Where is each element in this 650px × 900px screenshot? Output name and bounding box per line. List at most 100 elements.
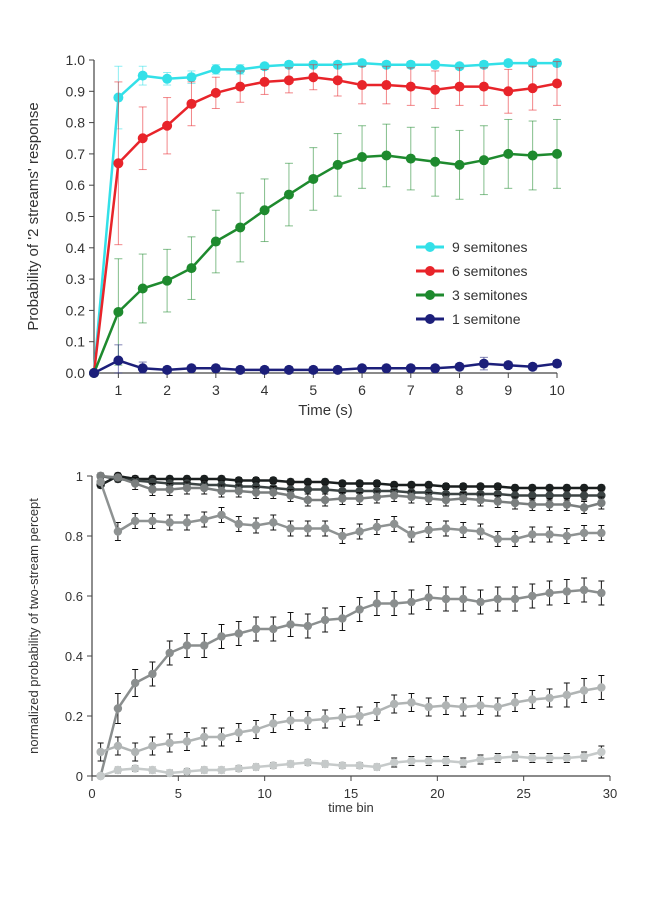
data-point [308, 173, 319, 184]
y-tick-label: 0.5 [66, 209, 86, 225]
data-point [503, 58, 514, 69]
data-point [210, 87, 221, 98]
data-point [210, 64, 221, 75]
data-point [259, 76, 270, 87]
data-point [148, 485, 157, 494]
data-point [210, 236, 221, 247]
data-point [528, 500, 537, 509]
data-point [424, 593, 433, 602]
data-point [113, 306, 124, 317]
data-point [407, 480, 416, 490]
data-point [113, 473, 123, 482]
y-tick-label: 0.6 [66, 177, 86, 193]
data-point [338, 614, 347, 623]
data-point [493, 534, 502, 544]
x-tick-label: 8 [456, 382, 464, 398]
data-point [217, 510, 226, 520]
data-point [165, 518, 174, 527]
data-point [459, 758, 468, 767]
legend-label: 1 semitone [452, 311, 521, 327]
data-point [527, 150, 538, 161]
data-point [130, 678, 140, 688]
data-point [527, 83, 538, 94]
data-point [441, 756, 451, 766]
x-tick-label: 10 [257, 786, 271, 801]
data-point [454, 61, 465, 72]
data-point [493, 702, 502, 712]
series-line [100, 474, 602, 490]
series-line [99, 588, 602, 777]
data-point [545, 588, 554, 598]
data-point [182, 737, 192, 746]
data-point [562, 587, 572, 596]
data-point [200, 483, 209, 493]
data-point [405, 59, 416, 70]
data-point [355, 486, 364, 496]
x-tick-label: 4 [261, 382, 269, 398]
y-tick-label: 1.0 [66, 52, 86, 68]
data-point [259, 61, 270, 72]
data-point [130, 747, 140, 757]
y-tick-label: 1 [76, 469, 83, 484]
data-point [562, 531, 572, 541]
data-point [424, 494, 433, 503]
y-tick-label: 0.1 [66, 334, 86, 350]
data-point [476, 701, 485, 710]
legend: 9 semitones 6 semitones 3 semitones 1 semit… [416, 239, 527, 327]
data-point [424, 702, 433, 712]
data-point [476, 482, 485, 491]
data-point [283, 364, 294, 375]
data-point [476, 527, 485, 536]
data-point [286, 759, 295, 769]
data-point [269, 719, 278, 728]
data-point [165, 768, 174, 778]
data-point [407, 698, 416, 707]
series-7 [96, 745, 606, 781]
data-point [165, 648, 174, 658]
x-tick-label: 7 [407, 382, 415, 398]
data-point [355, 605, 364, 614]
y-tick-label: 0.8 [66, 115, 86, 131]
data-point [303, 477, 313, 487]
data-point [217, 732, 226, 742]
data-point [234, 476, 243, 485]
data-point [493, 482, 502, 491]
data-point [597, 528, 606, 538]
data-point [357, 80, 368, 91]
data-point [286, 524, 295, 533]
legend-swatch-marker [425, 242, 435, 252]
data-point [269, 624, 278, 634]
data-point [381, 59, 392, 70]
data-point [424, 480, 433, 490]
data-point [148, 477, 157, 487]
data-point [303, 485, 313, 494]
series-line [100, 750, 602, 778]
data-point [251, 725, 261, 734]
data-point [283, 189, 294, 200]
data-point [579, 491, 589, 500]
data-point [235, 364, 246, 375]
data-point [320, 477, 330, 487]
data-point [430, 84, 441, 95]
data-point [454, 159, 465, 170]
data-point [405, 153, 416, 164]
legend-label: 9 semitones [452, 239, 527, 255]
data-point [338, 761, 347, 770]
data-point [441, 495, 451, 505]
series-line [92, 75, 558, 374]
data-point [137, 283, 148, 294]
data-point [503, 360, 514, 371]
data-point [96, 471, 105, 481]
data-point [130, 516, 140, 526]
data-point [503, 86, 514, 97]
data-point [332, 159, 343, 170]
x-tick-label: 25 [516, 786, 530, 801]
data-point [200, 641, 209, 650]
y-tick-label: 0.8 [65, 529, 83, 544]
data-point [545, 530, 554, 539]
data-point [200, 732, 209, 742]
data-point [493, 497, 502, 506]
data-point [527, 361, 538, 372]
